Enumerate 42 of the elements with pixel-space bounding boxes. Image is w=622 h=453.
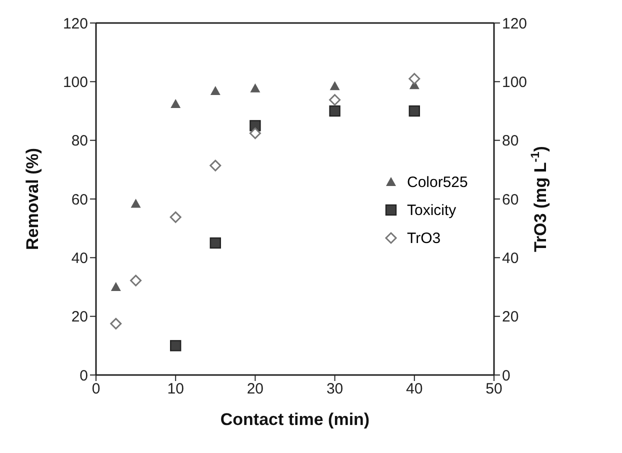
x-tick-label: 40 <box>406 380 423 398</box>
x-tick-label: 0 <box>92 380 100 398</box>
y2-tick-label: 0 <box>502 367 510 384</box>
point <box>130 198 141 208</box>
point <box>210 237 221 249</box>
point <box>250 83 260 92</box>
point <box>408 72 420 84</box>
point <box>408 105 420 117</box>
point <box>210 160 222 172</box>
point <box>330 81 340 90</box>
x-axis-title: Contact time (min) <box>220 410 370 429</box>
point <box>329 105 340 117</box>
x-tick-label: 50 <box>486 380 502 398</box>
y-tick-label: 80 <box>71 132 88 150</box>
legend-label: Toxicity <box>407 202 456 218</box>
y-axis-title: Removal (%) <box>23 148 42 250</box>
point <box>249 128 261 140</box>
point <box>170 211 182 223</box>
point <box>329 94 341 106</box>
y-tick-label: 0 <box>80 367 88 384</box>
y-tick-label: 60 <box>71 191 88 208</box>
y-tick-label: 120 <box>62 15 88 32</box>
point <box>170 98 181 108</box>
point <box>110 282 121 291</box>
x-tick-label: 30 <box>326 380 344 398</box>
y2-tick-label: 100 <box>502 74 528 91</box>
legend-label: Color525 <box>407 174 468 190</box>
point <box>130 274 142 286</box>
y2-tick-label: 40 <box>502 250 519 267</box>
y2-tick-label: 120 <box>502 15 528 32</box>
y-tick-label: 100 <box>62 74 88 91</box>
x-tick-label: 20 <box>246 380 264 398</box>
y2-tick-label: 80 <box>502 132 519 150</box>
x-tick-label: 10 <box>167 380 184 398</box>
y-tick-label: 20 <box>71 308 88 326</box>
point <box>210 86 220 96</box>
point <box>170 340 182 352</box>
point <box>110 318 122 330</box>
y-tick-label: 40 <box>71 250 88 267</box>
legend-label: TrO3 <box>407 230 441 246</box>
y2-tick-label: 20 <box>502 308 519 326</box>
y2-tick-label: 60 <box>502 191 519 208</box>
